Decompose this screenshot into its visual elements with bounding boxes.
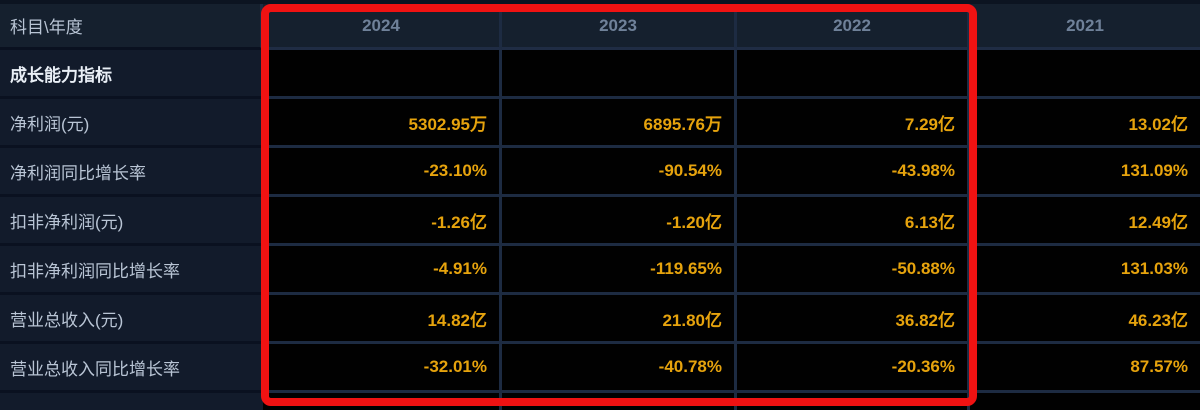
metric-label-total-revenue: 营业总收入(元): [0, 295, 263, 344]
partial-row-label: [0, 393, 263, 410]
metric-value: 131.09%: [970, 148, 1200, 197]
metric-value: -40.78%: [502, 344, 737, 393]
metric-value: 131.03%: [970, 246, 1200, 295]
metric-value: 21.80亿: [502, 295, 737, 344]
year-header-2021: 2021: [970, 4, 1200, 50]
metric-value: 5302.95万: [263, 99, 502, 148]
metric-value: 14.82亿: [263, 295, 502, 344]
metric-label-net-profit: 净利润(元): [0, 99, 263, 148]
empty-cell: [737, 393, 970, 410]
year-header-2022: 2022: [737, 4, 970, 50]
metric-value: -32.01%: [263, 344, 502, 393]
metric-value: 13.02亿: [970, 99, 1200, 148]
metric-label-deducted-net-profit: 扣非净利润(元): [0, 197, 263, 246]
metric-value: -50.88%: [737, 246, 970, 295]
metric-value: -119.65%: [502, 246, 737, 295]
metric-value: -1.26亿: [263, 197, 502, 246]
empty-cell: [970, 393, 1200, 410]
metric-value: -23.10%: [263, 148, 502, 197]
metric-value: 46.23亿: [970, 295, 1200, 344]
year-header-2023: 2023: [502, 4, 737, 50]
financial-metrics-table: 科目\年度 2024 2023 2022 2021 成长能力指标 净利润(元) …: [0, 4, 1200, 410]
metric-value: 87.57%: [970, 344, 1200, 393]
metric-value: 7.29亿: [737, 99, 970, 148]
metric-value: -43.98%: [737, 148, 970, 197]
year-header-2024: 2024: [263, 4, 502, 50]
corner-header: 科目\年度: [0, 4, 263, 50]
metric-label-deducted-net-profit-growth: 扣非净利润同比增长率: [0, 246, 263, 295]
section-row-label: 成长能力指标: [0, 50, 263, 99]
metric-value: 36.82亿: [737, 295, 970, 344]
metric-value: -20.36%: [737, 344, 970, 393]
empty-cell: [263, 393, 502, 410]
metric-value: -4.91%: [263, 246, 502, 295]
metric-value: 6895.76万: [502, 99, 737, 148]
empty-cell: [263, 50, 502, 99]
empty-cell: [737, 50, 970, 99]
metric-label-total-revenue-growth: 营业总收入同比增长率: [0, 344, 263, 393]
empty-cell: [970, 50, 1200, 99]
metric-value: -90.54%: [502, 148, 737, 197]
metric-label-net-profit-growth: 净利润同比增长率: [0, 148, 263, 197]
empty-cell: [502, 393, 737, 410]
metric-value: 6.13亿: [737, 197, 970, 246]
metric-value: 12.49亿: [970, 197, 1200, 246]
metric-value: -1.20亿: [502, 197, 737, 246]
empty-cell: [502, 50, 737, 99]
